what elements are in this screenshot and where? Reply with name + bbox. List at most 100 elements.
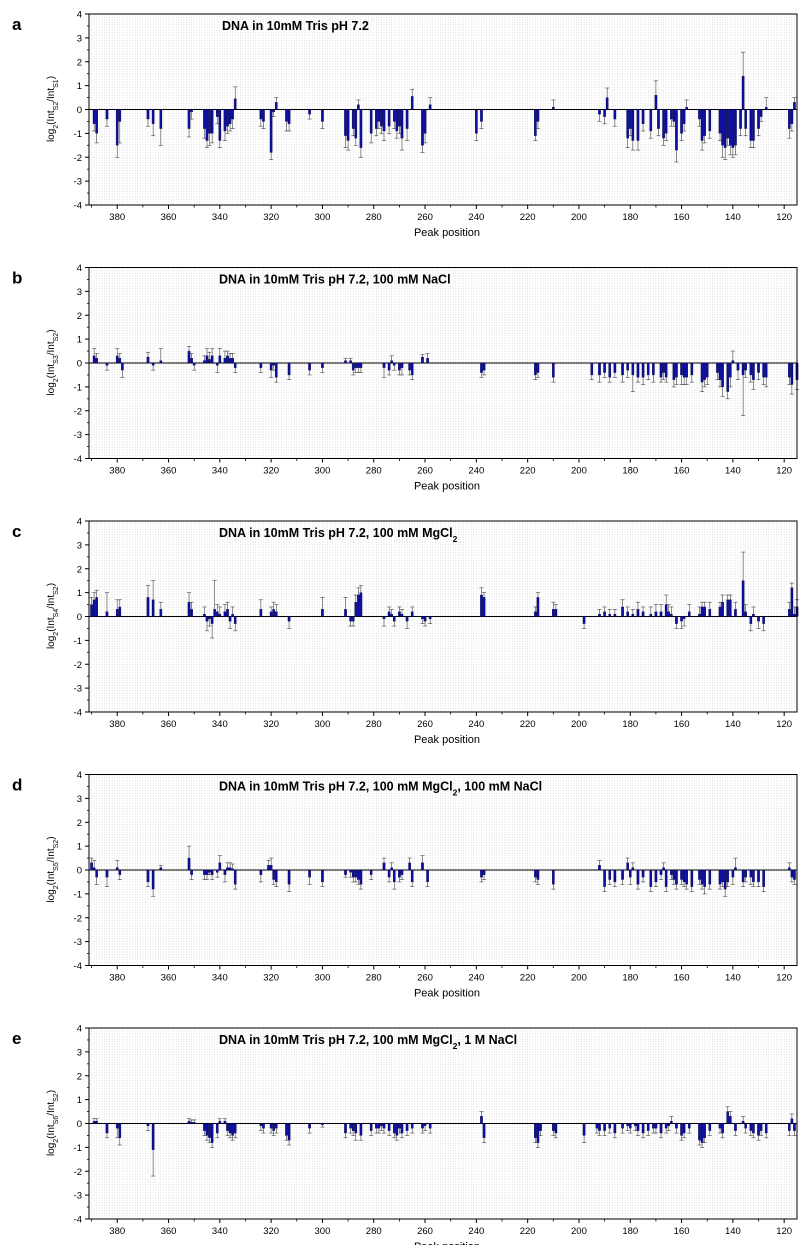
bar bbox=[552, 609, 555, 617]
bar bbox=[151, 1123, 155, 1150]
y-tick-label: 1 bbox=[77, 842, 82, 853]
bar bbox=[400, 362, 404, 368]
bar bbox=[757, 362, 760, 373]
bar bbox=[703, 606, 706, 617]
x-tick-label: 260 bbox=[417, 973, 433, 984]
x-tick-label: 300 bbox=[315, 973, 331, 984]
x-tick-label: 320 bbox=[263, 1226, 279, 1237]
bar bbox=[670, 1120, 673, 1124]
x-tick-label: 160 bbox=[674, 212, 690, 223]
bar bbox=[223, 358, 227, 364]
bar bbox=[700, 362, 704, 383]
bar bbox=[390, 613, 393, 617]
bar bbox=[151, 599, 155, 617]
bar bbox=[621, 1123, 624, 1129]
x-tick-label: 380 bbox=[109, 973, 125, 984]
bar bbox=[744, 869, 747, 878]
bar bbox=[534, 869, 537, 878]
bar bbox=[664, 109, 668, 134]
x-tick-label: 160 bbox=[674, 1226, 690, 1237]
bar bbox=[410, 869, 414, 883]
bar bbox=[536, 109, 540, 122]
bar bbox=[682, 1123, 686, 1134]
bar bbox=[205, 616, 209, 622]
bar bbox=[670, 109, 673, 120]
bar bbox=[410, 96, 414, 110]
bar bbox=[159, 109, 163, 129]
bar bbox=[351, 869, 355, 878]
x-tick-label: 300 bbox=[315, 1226, 331, 1237]
x-tick-label: 120 bbox=[776, 212, 792, 223]
bar bbox=[672, 109, 676, 122]
bar bbox=[741, 1120, 745, 1124]
bar bbox=[369, 109, 373, 134]
bar bbox=[685, 106, 688, 110]
bar bbox=[274, 1123, 278, 1129]
bar bbox=[680, 869, 683, 880]
bar bbox=[603, 109, 606, 117]
grid-lines bbox=[88, 14, 798, 205]
bar bbox=[321, 869, 324, 883]
bar bbox=[718, 606, 722, 617]
panel-title: DNA in 10mM Tris pH 7.2, 100 mM MgCl2, 1… bbox=[219, 1033, 517, 1051]
bar bbox=[203, 869, 206, 875]
x-tick-label: 180 bbox=[622, 212, 638, 223]
bar bbox=[387, 611, 391, 617]
bar bbox=[190, 1122, 193, 1124]
bar bbox=[308, 1123, 311, 1129]
x-tick-label: 160 bbox=[674, 973, 690, 984]
y-tick-label: 3 bbox=[77, 1047, 82, 1058]
bar bbox=[115, 867, 119, 871]
bar bbox=[405, 616, 409, 622]
bar bbox=[744, 362, 747, 371]
bar bbox=[105, 869, 109, 878]
y-tick-label: -3 bbox=[74, 1191, 82, 1202]
x-tick-label: 360 bbox=[161, 973, 177, 984]
bar bbox=[752, 869, 755, 883]
bar bbox=[700, 606, 704, 617]
bar bbox=[357, 362, 360, 368]
bar bbox=[426, 358, 429, 364]
bar bbox=[92, 355, 96, 364]
bar bbox=[739, 109, 742, 129]
bar bbox=[595, 1123, 599, 1129]
bar bbox=[662, 362, 665, 373]
bar bbox=[536, 597, 540, 617]
bar bbox=[262, 109, 265, 122]
x-tick-label: 180 bbox=[622, 1226, 638, 1237]
bar bbox=[228, 109, 232, 124]
y-tick-label: 3 bbox=[77, 540, 82, 551]
bar bbox=[662, 867, 665, 871]
bar bbox=[628, 1123, 632, 1129]
y-tick-label: 4 bbox=[77, 10, 82, 21]
bar bbox=[274, 869, 278, 883]
y-tick-label: 3 bbox=[77, 287, 82, 298]
bar bbox=[757, 616, 760, 622]
y-tick-label: 4 bbox=[77, 1024, 82, 1035]
x-tick-label: 140 bbox=[725, 973, 741, 984]
bar bbox=[105, 362, 109, 366]
bar bbox=[757, 109, 760, 129]
bar bbox=[723, 869, 727, 890]
bar bbox=[213, 609, 216, 617]
bar bbox=[641, 362, 645, 378]
bar bbox=[741, 75, 745, 110]
bar bbox=[726, 362, 730, 392]
bars bbox=[92, 1106, 797, 1177]
bar bbox=[759, 109, 763, 117]
bars bbox=[89, 845, 797, 897]
y-tick-label: 0 bbox=[77, 359, 82, 370]
bar bbox=[262, 1123, 265, 1129]
bar bbox=[631, 867, 635, 871]
bar bbox=[636, 1123, 640, 1131]
x-tick-label: 220 bbox=[520, 466, 536, 477]
y-tick-label: 2 bbox=[77, 818, 82, 829]
bar bbox=[344, 1123, 347, 1134]
bar bbox=[410, 362, 414, 376]
bar bbox=[788, 867, 791, 871]
x-tick-label: 320 bbox=[263, 212, 279, 223]
x-tick-label: 280 bbox=[366, 466, 382, 477]
bar bbox=[349, 616, 352, 622]
bar bbox=[428, 104, 432, 110]
bar bbox=[231, 358, 234, 364]
